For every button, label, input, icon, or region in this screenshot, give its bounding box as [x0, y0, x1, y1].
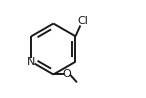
Text: Cl: Cl — [77, 16, 88, 26]
Text: N: N — [27, 57, 35, 67]
Text: O: O — [63, 69, 72, 79]
